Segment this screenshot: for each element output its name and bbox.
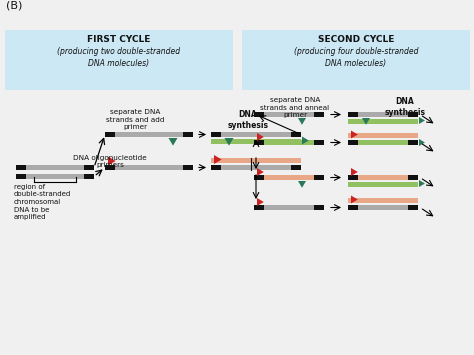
Bar — [314, 175, 324, 180]
Bar — [183, 132, 193, 137]
Text: (B): (B) — [6, 0, 22, 10]
Bar — [348, 133, 418, 138]
Bar — [254, 205, 264, 210]
Polygon shape — [257, 198, 264, 206]
Bar — [105, 132, 115, 137]
Bar — [183, 165, 193, 170]
Bar — [358, 205, 408, 210]
Bar — [264, 205, 314, 210]
Bar — [84, 174, 94, 179]
Text: (producing four double-stranded
DNA molecules): (producing four double-stranded DNA mole… — [294, 47, 418, 68]
Polygon shape — [257, 168, 264, 176]
Bar — [291, 165, 301, 170]
Bar — [26, 165, 84, 170]
Bar — [105, 165, 115, 170]
Bar — [254, 140, 264, 145]
Bar — [242, 30, 470, 90]
Bar — [348, 205, 358, 210]
Polygon shape — [298, 181, 306, 188]
Bar — [291, 132, 301, 137]
Bar — [408, 205, 418, 210]
Polygon shape — [257, 133, 264, 141]
Text: separate DNA
strands and add
primer: separate DNA strands and add primer — [106, 109, 164, 130]
Bar — [408, 112, 418, 117]
Bar — [264, 175, 314, 180]
Polygon shape — [302, 137, 309, 144]
Polygon shape — [351, 131, 358, 138]
Bar — [348, 119, 418, 124]
Polygon shape — [419, 139, 425, 146]
Bar — [115, 165, 183, 170]
Bar — [358, 175, 408, 180]
Bar — [408, 175, 418, 180]
Bar — [314, 140, 324, 145]
Polygon shape — [225, 138, 234, 146]
Polygon shape — [298, 118, 306, 125]
Bar — [314, 112, 324, 117]
Text: DNA
synthesis: DNA synthesis — [384, 97, 426, 117]
Polygon shape — [214, 155, 222, 164]
Bar — [348, 175, 358, 180]
Bar — [254, 175, 264, 180]
Bar — [211, 132, 221, 137]
Bar — [84, 165, 94, 170]
Polygon shape — [351, 196, 358, 203]
Text: DNA
synthesis: DNA synthesis — [228, 110, 268, 130]
Bar — [348, 198, 418, 203]
Bar — [348, 140, 358, 145]
Bar — [221, 132, 291, 137]
Bar — [348, 182, 418, 187]
Bar — [211, 139, 301, 144]
Bar — [26, 174, 84, 179]
Bar — [314, 205, 324, 210]
Bar — [115, 132, 183, 137]
Text: (producing two double-stranded
DNA molecules): (producing two double-stranded DNA molec… — [57, 47, 181, 68]
Text: DNA oligonucleotide
primers: DNA oligonucleotide primers — [73, 155, 147, 169]
Polygon shape — [419, 117, 425, 124]
Text: FIRST CYCLE: FIRST CYCLE — [87, 35, 151, 44]
Polygon shape — [108, 157, 116, 165]
Polygon shape — [168, 138, 177, 146]
Bar — [5, 30, 233, 90]
Bar — [16, 165, 26, 170]
Bar — [221, 165, 291, 170]
Polygon shape — [419, 180, 425, 187]
Text: region of
double-stranded
chromosomal
DNA to be
amplified: region of double-stranded chromosomal DN… — [14, 184, 71, 220]
Bar — [358, 140, 408, 145]
Bar — [264, 112, 314, 117]
Text: separate DNA
strands and anneal
primer: separate DNA strands and anneal primer — [260, 97, 329, 118]
Bar — [264, 140, 314, 145]
Bar — [358, 112, 408, 117]
Bar — [348, 112, 358, 117]
Bar — [254, 112, 264, 117]
Bar — [211, 158, 301, 163]
Bar — [408, 140, 418, 145]
Text: SECOND CYCLE: SECOND CYCLE — [318, 35, 394, 44]
Polygon shape — [351, 168, 358, 176]
Polygon shape — [362, 118, 370, 125]
Bar — [16, 174, 26, 179]
Bar — [211, 165, 221, 170]
